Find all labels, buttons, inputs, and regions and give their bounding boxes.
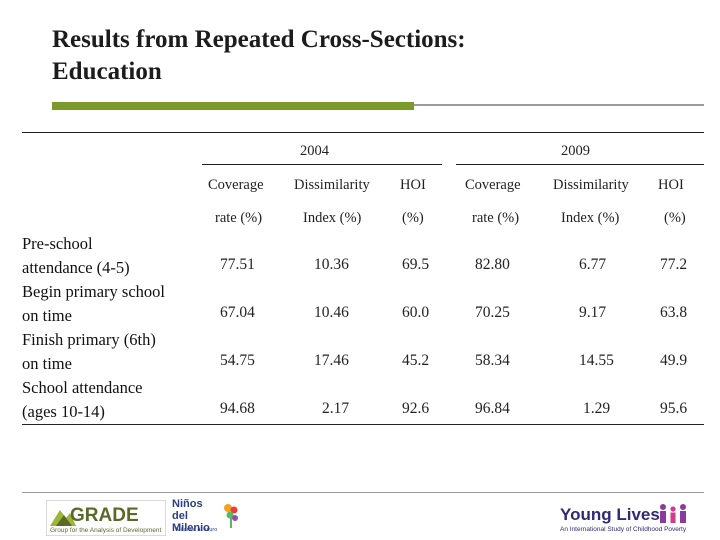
col-header-hoi-2009: HOI [658,177,684,193]
group-header-2009: 2009 [561,143,590,159]
col-subheader-hoi-2009: (%) [664,210,686,226]
table-row-label: Pre-school attendance (4-5) [22,232,130,280]
table-cell: 92.6 [402,400,430,417]
row-label-line1: School attendance [22,378,143,397]
table-cell: 96.84 [475,400,510,417]
young-lives-figures-icon [660,504,686,523]
col-subheader-coverage-2004: rate (%) [215,210,263,226]
slide-title: Results from Repeated Cross-Sections: Ed… [52,24,692,88]
table-bottom-rule [22,424,704,425]
young-lives-tagline: An International Study of Childhood Pove… [560,526,687,533]
row-label-line2: (ages 10-14) [22,402,105,421]
table-cell: 10.46 [314,304,349,321]
col-subheader-dissimilarity-2004: Index (%) [303,210,362,226]
table-cell: 17.46 [314,352,349,369]
table-cell: 77.2 [660,256,688,273]
col-header-coverage-2009: Coverage [465,177,521,193]
table-cell: 58.34 [475,352,510,369]
ninos-flower-icon [224,504,238,528]
table-cell: 67.04 [220,304,255,321]
row-label-line1: Begin primary school [22,282,165,301]
slide-title-line1: Results from Repeated Cross-Sections: [52,26,466,53]
col-header-dissimilarity-2004: Dissimilarity [294,177,370,193]
col-subheader-hoi-2004: (%) [402,210,424,226]
col-header-dissimilarity-2009: Dissimilarity [553,177,629,193]
grade-mountain-icon [46,500,166,536]
row-label-line2: attendance (4-5) [22,258,130,277]
table-cell: 1.29 [583,400,611,417]
table-cell: 10.36 [314,256,349,273]
table-cell: 70.25 [475,304,510,321]
table-cell: 82.80 [475,256,510,273]
col-subheader-coverage-2009: rate (%) [472,210,520,226]
grade-tagline: Group for the Analysis of Development [50,527,162,534]
table-row-label: Finish primary (6th) on time [22,328,156,376]
row-label-line1: Pre-school [22,234,93,253]
table-cell: 6.77 [579,256,607,273]
table-row-label: School attendance (ages 10-14) [22,376,143,424]
col-header-hoi-2004: HOI [400,177,426,193]
group-rule-2004 [202,164,442,165]
title-accent-bar [52,102,414,110]
young-lives-name: Young Lives [560,505,660,524]
col-header-coverage-2004: Coverage [208,177,264,193]
footer-divider [22,492,704,493]
table-cell: 14.55 [579,352,614,369]
group-header-2004: 2004 [300,143,329,159]
row-label-line2: on time [22,354,72,373]
ninos-tagline: Mirando al futuro [176,527,218,533]
col-subheader-dissimilarity-2009: Index (%) [561,210,620,226]
table-cell: 9.17 [579,304,607,321]
table-cell: 60.0 [402,304,430,321]
table-cell: 69.5 [402,256,430,273]
table-cell: 94.68 [220,400,255,417]
table-cell: 63.8 [660,304,688,321]
table-cell: 45.2 [402,352,430,369]
table-cell: 77.51 [220,256,255,273]
table-cell: 54.75 [220,352,255,369]
table-cell: 49.9 [660,352,688,369]
table-top-rule [22,132,704,133]
row-label-line1: Finish primary (6th) [22,330,156,349]
title-divider [414,104,704,106]
row-label-line2: on time [22,306,72,325]
grade-name: GRADE [70,505,139,526]
table-row-label: Begin primary school on time [22,280,165,328]
group-rule-2009 [456,164,704,165]
table-cell: 95.6 [660,400,688,417]
slide-title-line2: Education [52,58,162,85]
table-cell: 2.17 [322,400,350,417]
ninos-name: Niños del Milenio [172,498,210,534]
